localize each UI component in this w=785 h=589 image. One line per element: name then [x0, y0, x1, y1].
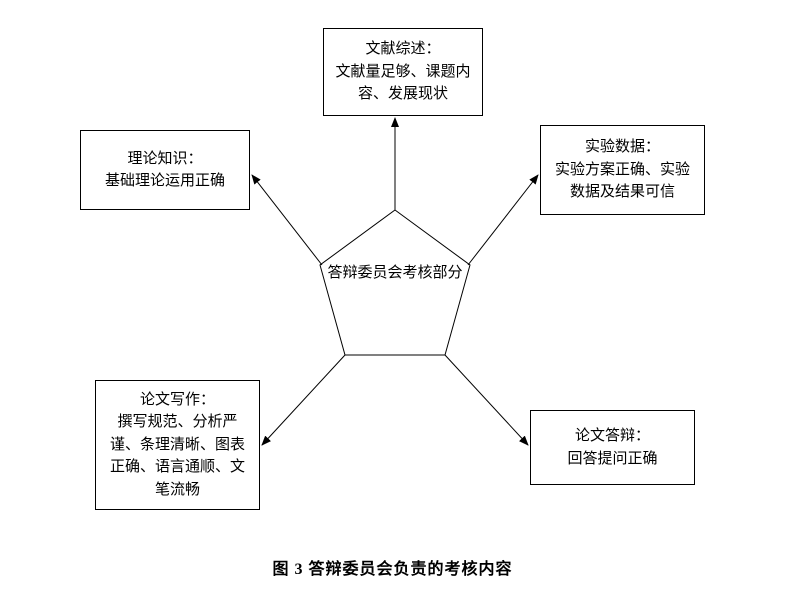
edge-1 — [252, 175, 322, 265]
node-right-upper-title: 实验数据： — [585, 136, 660, 159]
diagram-container: 答辩委员会考核部分 文献综述：文献量足够、课题内容、发展现状理论知识：基础理论运… — [0, 0, 785, 589]
edge-3 — [262, 355, 345, 445]
node-top-desc: 文献量足够、课题内容、发展现状 — [334, 61, 472, 106]
node-right-lower-desc: 回答提问正确 — [567, 448, 657, 471]
node-left-lower-desc: 撰写规范、分析严谨、条理清晰、图表正确、语言通顺、文笔流畅 — [106, 411, 249, 501]
node-right-lower: 论文答辩：回答提问正确 — [530, 410, 695, 485]
node-right-lower-title: 论文答辩： — [575, 425, 650, 448]
node-top: 文献综述：文献量足够、课题内容、发展现状 — [323, 28, 483, 116]
node-right-upper-desc: 实验方案正确、实验数据及结果可信 — [551, 159, 694, 204]
node-left-upper-desc: 基础理论运用正确 — [105, 170, 225, 193]
center-node-label: 答辩委员会考核部分 — [325, 262, 465, 285]
node-top-title: 文献综述： — [365, 38, 440, 61]
figure-caption: 图 3 答辩委员会负责的考核内容 — [0, 555, 785, 579]
center-node-text: 答辩委员会考核部分 — [327, 265, 462, 281]
node-left-upper: 理论知识：基础理论运用正确 — [80, 130, 250, 210]
node-left-upper-title: 理论知识： — [127, 148, 202, 171]
node-left-lower: 论文写作：撰写规范、分析严谨、条理清晰、图表正确、语言通顺、文笔流畅 — [95, 380, 260, 510]
edge-2 — [468, 175, 538, 265]
node-left-lower-title: 论文写作： — [140, 389, 215, 412]
node-right-upper: 实验数据：实验方案正确、实验数据及结果可信 — [540, 125, 705, 215]
caption-text: 图 3 答辩委员会负责的考核内容 — [272, 561, 512, 578]
edge-4 — [445, 355, 528, 445]
